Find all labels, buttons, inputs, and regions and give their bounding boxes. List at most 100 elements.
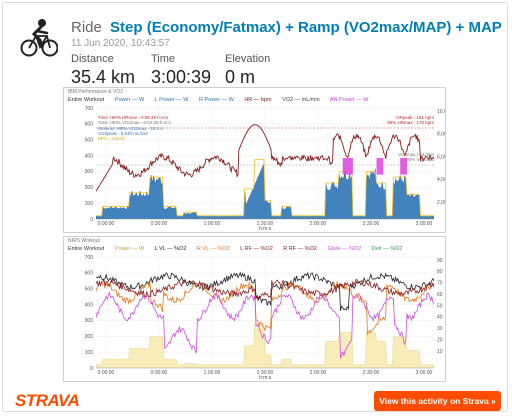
chart-performance-vo2[interactable]: 700 600 500 400 300 200 100 0 10,000 8,000 6,000 4,…: [63, 87, 446, 233]
stat-distance: Distance 35.4 km: [71, 53, 135, 88]
c2-y-left-tick: 200: [85, 334, 94, 340]
chart1-power-line: [96, 159, 434, 217]
chart2-legend-item[interactable]: L VL — %O2: [154, 246, 187, 252]
chart2-glute-line: [96, 291, 434, 360]
stat-time: Time 3:00:39: [151, 53, 211, 88]
chart1-legend-item[interactable]: R Power — W: [198, 97, 234, 103]
chart2-legend-item[interactable]: R RF — %O2: [283, 246, 317, 252]
c2-y-left-tick: 100: [85, 350, 94, 356]
chart1-vo2-peaks: [342, 157, 407, 175]
c1-y-left-tick: 100: [85, 201, 94, 207]
c1-x-tick: 0:30:00: [151, 221, 168, 227]
activity-embed-card: Ride Step (Economy/Fatmax) + Ramp (VO2ma…: [2, 2, 508, 412]
stat-distance-value: 35.4 km: [71, 67, 136, 87]
chart1-annotation: Workout >90% VO2max - 10.1 s: [98, 125, 163, 131]
chart1-legend-item[interactable]: VO2 — mL/min: [282, 97, 320, 103]
chart1-annotation: Time >90% HRmax - 0:06:49 h:m:s: [98, 115, 169, 120]
chart2-legend: Entire Workout Power — W L VL — %O2 R VL…: [68, 246, 412, 252]
c2-y-left-tick: 600: [85, 271, 94, 277]
c1-x-tick: 2:30:00: [363, 221, 380, 227]
chart1-x-label: h:m:s: [259, 226, 272, 232]
c1-y-left-tick: 0: [90, 217, 93, 223]
activity-sport: Ride: [71, 19, 102, 36]
chart2-legend-item[interactable]: Power — W: [114, 246, 145, 252]
chart2-legend-item: Entire Workout: [68, 246, 105, 252]
c1-y-right-tick: 6,000: [437, 154, 446, 160]
chart2-legend-item[interactable]: Glute — %O2: [327, 246, 362, 252]
c2-y-right-tick: 80: [437, 269, 443, 275]
c2-x-tick: 1:30:00: [257, 370, 274, 376]
chart2-legend-item[interactable]: Delt — %O2: [371, 246, 403, 252]
c1-y-left-tick: 200: [85, 185, 94, 191]
chart1-svg: 700 600 500 400 300 200 100 0 10,000 8,000 6,000 4,…: [85, 106, 446, 227]
c1-y-right-tick: 8,000: [437, 132, 446, 138]
c2-y-left-tick: 500: [85, 287, 94, 293]
c1-x-tick: 3:00:00: [416, 221, 433, 227]
c1-x-tick: 1:30:00: [257, 221, 274, 227]
chart2-svg: 700 600 500 400 300 200 100 0 90 80 70 60 50 40 30 20 10…: [85, 255, 443, 376]
chart1-legend: Entire Workout Power — W L Power — W R P…: [68, 97, 377, 103]
activity-date: 11 Jun 2020, 10:43:57: [71, 38, 170, 49]
cyclist-avatar-icon: [20, 19, 58, 57]
c2-y-left-tick: 700: [85, 255, 94, 261]
chart1-hr-line: [96, 124, 434, 192]
stat-distance-label: Distance: [71, 53, 114, 65]
c2-y-right-tick: 50: [437, 303, 443, 309]
c2-y-right-tick: 30: [437, 326, 443, 332]
c2-y-right-tick: 60: [437, 292, 443, 298]
view-on-strava-button[interactable]: View this activity on Strava »: [374, 391, 501, 411]
chart1-legend-item[interactable]: L Power — W: [154, 97, 189, 103]
chart2-power-area: [96, 323, 434, 368]
c2-y-right-tick: 40: [437, 315, 443, 321]
stat-time-label: Time: [151, 53, 176, 65]
c2-x-tick: 1:00:00: [204, 370, 221, 376]
chart2-rvl-line: [96, 280, 434, 336]
chart1-header: IBM Performance & VO2: [68, 89, 124, 95]
chart1-annotation: PPO - 415 W: [98, 136, 125, 142]
c1-y-right-tick: 10,000: [437, 109, 446, 115]
strava-logo[interactable]: STRAVA: [15, 391, 80, 410]
chart1-right-annotations: HRpeak - 181 bpm 90% HRmax - 170 bpm VO2…: [356, 115, 434, 162]
chart1-legend-item[interactable]: Power — W: [114, 97, 145, 103]
c1-y-left-tick: 600: [85, 122, 94, 128]
c2-y-left-tick: 300: [85, 318, 94, 324]
c1-x-tick: 2:00:00: [310, 221, 327, 227]
c2-y-left-tick: 0: [90, 366, 93, 372]
chart1-legend-item[interactable]: AN Power — W: [329, 97, 369, 103]
c1-y-right-tick: 4,000: [437, 177, 446, 183]
chart-nirs-workout[interactable]: 700 600 500 400 300 200 100 0 90 80 70 60 50 40 30 20 10…: [63, 236, 446, 382]
c1-x-tick: 1:00:00: [204, 221, 221, 227]
c2-x-tick: 0:00:00: [98, 370, 115, 376]
c1-y-left-tick: 400: [85, 153, 94, 159]
chart2-rf-line: [96, 278, 434, 300]
chart1-annotation: VO2peak - 5,640 mL/min: [98, 130, 149, 136]
chart2-legend-item[interactable]: R VL — %O2: [196, 246, 230, 252]
c2-y-left-tick: 400: [85, 302, 94, 308]
chart1-legend-item[interactable]: HR — bpm: [244, 97, 272, 103]
c2-x-tick: 0:30:00: [151, 370, 168, 376]
chart1-annotation: Time >90% VO2max - 0:04:30 h:m:s: [98, 120, 171, 126]
chart2-lvl-line: [96, 271, 434, 311]
activity-title-link[interactable]: Step (Economy/Fatmax) + Ramp (VO2max/MAP…: [110, 19, 503, 36]
chart1-power-area: [96, 163, 434, 219]
chart1-annotations: Time >90% HRmax - 0:06:49 h:m:s Time >90…: [98, 115, 171, 141]
chart1-legend-item: Entire Workout: [68, 97, 105, 103]
chart2-legend-item[interactable]: L RF — %O2: [240, 246, 273, 252]
chart2-x-label: h:m:s: [259, 375, 272, 381]
c1-y-left-tick: 700: [85, 106, 94, 112]
stat-time-value: 3:00:39: [151, 67, 212, 87]
c1-x-tick: 0:00:00: [98, 221, 115, 227]
activity-title-row: Ride Step (Economy/Fatmax) + Ramp (VO2ma…: [71, 19, 503, 37]
c2-y-right-tick: 10: [437, 349, 443, 355]
c2-x-tick: 2:00:00: [310, 370, 327, 376]
chart1-annotation: 90% HRmax - 170 bpm: [387, 120, 434, 126]
c2-y-right-tick: 70: [437, 281, 443, 287]
chart1-annotation: 90% VO2max: [406, 156, 434, 162]
c1-y-left-tick: 300: [85, 169, 94, 175]
c1-y-right-tick: 2,000: [437, 200, 446, 206]
c2-y-right-tick: 90: [437, 258, 443, 264]
chart1-annotation: VO2max / mL/min: [397, 151, 434, 157]
c2-x-tick: 3:00:00: [416, 370, 433, 376]
stat-elevation-label: Elevation: [225, 53, 271, 65]
c1-y-left-tick: 500: [85, 138, 94, 144]
